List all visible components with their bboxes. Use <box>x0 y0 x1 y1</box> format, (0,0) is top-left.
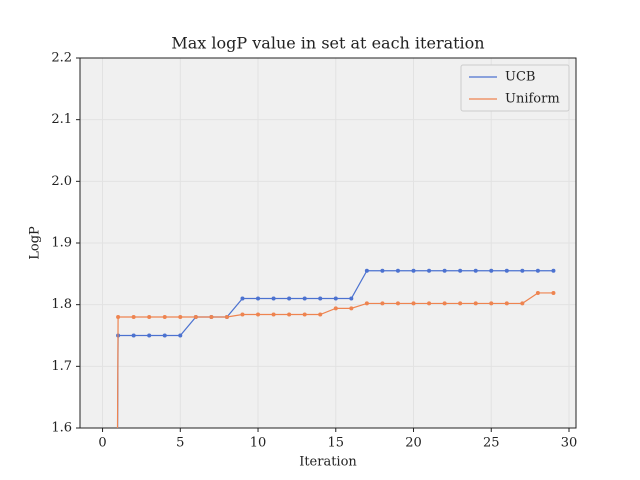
y-axis-label: LogP <box>28 226 43 260</box>
data-point <box>504 268 509 273</box>
x-tick-label: 10 <box>250 436 267 451</box>
legend-label: UCB <box>505 70 535 85</box>
x-tick-label: 30 <box>561 436 578 451</box>
data-point <box>302 296 307 301</box>
data-point <box>147 333 152 338</box>
data-point <box>318 312 323 317</box>
y-tick-label: 1.9 <box>51 236 72 251</box>
data-point <box>193 315 198 319</box>
data-point <box>240 312 245 317</box>
series-line <box>116 292 554 428</box>
data-point <box>147 315 152 319</box>
data-point <box>349 296 354 301</box>
y-tick-label: 1.6 <box>51 421 72 436</box>
data-point <box>240 296 245 301</box>
data-point <box>364 268 369 273</box>
data-point <box>271 296 276 301</box>
data-point <box>442 301 447 306</box>
data-point <box>520 268 525 273</box>
data-point <box>458 301 463 306</box>
data-point <box>535 268 540 273</box>
y-tick-label: 2.1 <box>51 112 72 127</box>
legend-label: Uniform <box>505 92 560 107</box>
data-point <box>442 268 447 273</box>
plot-frame <box>79 57 577 429</box>
data-point <box>287 296 292 301</box>
data-point <box>318 296 323 301</box>
data-point <box>131 333 136 338</box>
data-point <box>535 290 540 295</box>
data-point <box>178 315 183 319</box>
data-point <box>349 306 354 311</box>
data-point <box>380 268 385 273</box>
series-line <box>117 270 554 428</box>
data-point <box>504 301 509 306</box>
data-point <box>224 315 229 319</box>
data-point <box>489 301 494 306</box>
x-tick-label: 5 <box>176 436 184 451</box>
data-point <box>209 315 214 319</box>
data-point <box>131 315 136 319</box>
x-tick-label: 15 <box>328 436 345 451</box>
data-point <box>162 333 167 338</box>
data-point <box>473 268 478 273</box>
data-point <box>333 296 338 301</box>
data-point <box>162 315 167 319</box>
x-tick-label: 20 <box>405 436 422 451</box>
y-tick-label: 2.0 <box>51 174 72 189</box>
data-point <box>458 268 463 273</box>
data-point <box>178 333 183 338</box>
x-tick-label: 25 <box>483 436 500 451</box>
data-point <box>116 315 121 319</box>
data-point <box>333 306 338 311</box>
data-point <box>364 301 369 306</box>
data-point <box>427 301 432 306</box>
x-tick-label: 0 <box>98 436 106 451</box>
data-point <box>411 301 416 306</box>
data-point <box>551 268 556 273</box>
data-point <box>411 268 416 273</box>
data-point <box>256 312 261 317</box>
plot-layer <box>116 268 556 428</box>
data-point <box>473 301 478 306</box>
data-point <box>395 301 400 306</box>
data-point <box>271 312 276 317</box>
data-point <box>302 312 307 317</box>
data-point <box>551 290 556 295</box>
data-point <box>380 301 385 306</box>
x-axis-label: Iteration <box>299 455 357 470</box>
data-point <box>427 268 432 273</box>
data-point <box>489 268 494 273</box>
data-point <box>256 296 261 301</box>
data-point <box>395 268 400 273</box>
chart-title: Max logP value in set at each iteration <box>171 34 484 53</box>
y-tick-label: 1.8 <box>51 297 72 312</box>
data-point <box>287 312 292 317</box>
y-tick-label: 1.7 <box>51 359 72 374</box>
data-point <box>520 301 525 306</box>
y-tick-label: 2.2 <box>51 51 72 66</box>
